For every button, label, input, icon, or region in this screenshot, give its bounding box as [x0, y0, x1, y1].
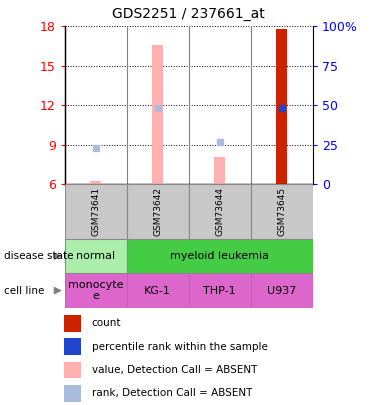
Bar — [64, 339, 81, 355]
Text: KG-1: KG-1 — [144, 286, 171, 296]
Text: rank, Detection Call = ABSENT: rank, Detection Call = ABSENT — [92, 388, 252, 399]
Bar — [189, 184, 251, 239]
Bar — [127, 184, 189, 239]
Text: U937: U937 — [267, 286, 296, 296]
Text: count: count — [92, 318, 121, 328]
Bar — [251, 184, 313, 239]
Title: GDS2251 / 237661_at: GDS2251 / 237661_at — [112, 7, 265, 21]
Text: GSM73641: GSM73641 — [91, 187, 100, 236]
Text: GSM73644: GSM73644 — [215, 187, 224, 236]
Bar — [127, 239, 313, 273]
Bar — [65, 184, 127, 239]
Bar — [65, 273, 127, 308]
Bar — [65, 239, 127, 273]
Bar — [214, 157, 225, 184]
Text: myeloid leukemia: myeloid leukemia — [170, 251, 269, 261]
Bar — [90, 181, 101, 184]
Text: cell line: cell line — [4, 286, 44, 296]
Text: GSM73645: GSM73645 — [277, 187, 286, 236]
Text: value, Detection Call = ABSENT: value, Detection Call = ABSENT — [92, 365, 257, 375]
Bar — [64, 385, 81, 402]
Bar — [152, 45, 163, 184]
Bar — [276, 29, 287, 184]
Bar — [64, 362, 81, 378]
Text: percentile rank within the sample: percentile rank within the sample — [92, 342, 268, 352]
Text: disease state: disease state — [4, 251, 73, 261]
Text: GSM73642: GSM73642 — [153, 187, 162, 236]
Bar — [251, 273, 313, 308]
Bar — [127, 273, 189, 308]
Bar — [64, 315, 81, 332]
Text: THP-1: THP-1 — [204, 286, 236, 296]
Text: monocyte
e: monocyte e — [68, 280, 124, 301]
Text: normal: normal — [76, 251, 115, 261]
Bar — [189, 273, 251, 308]
